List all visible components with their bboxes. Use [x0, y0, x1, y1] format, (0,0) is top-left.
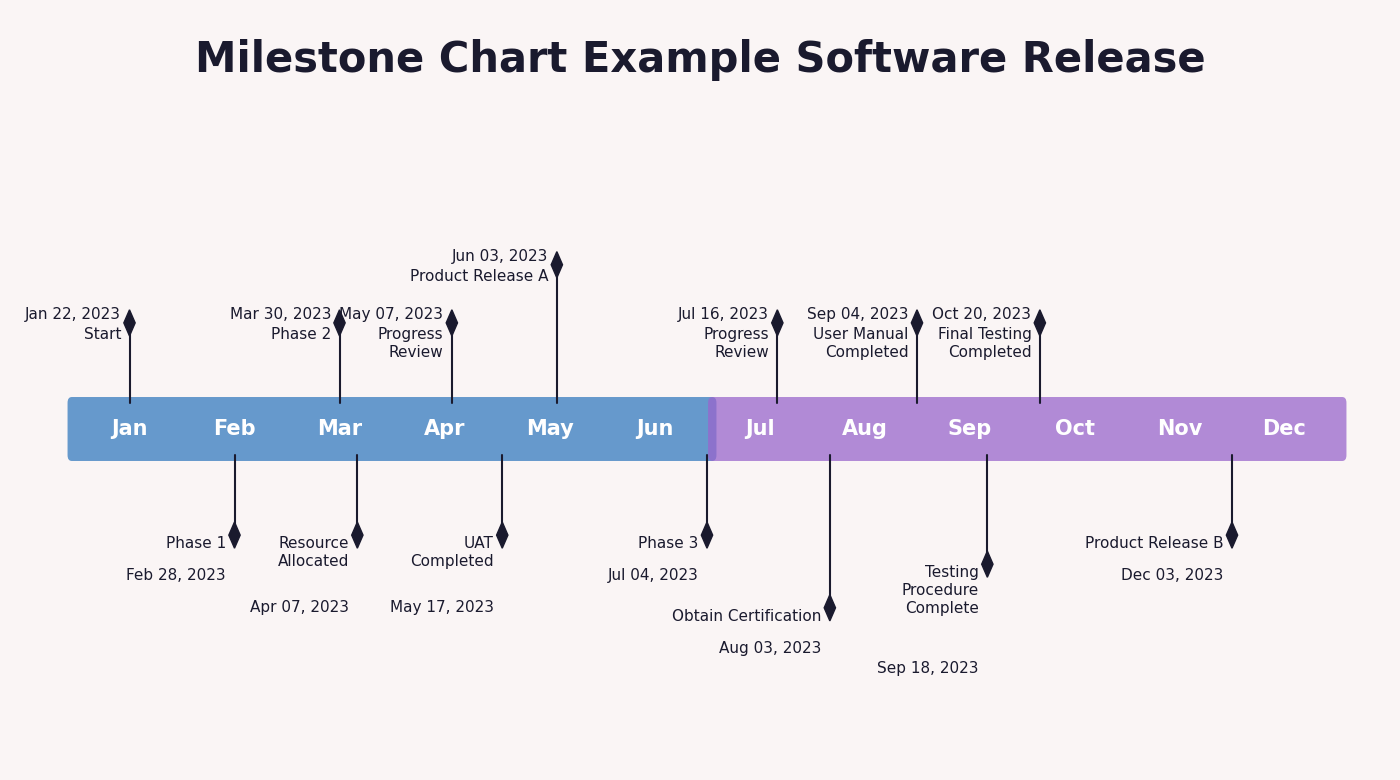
Text: Sep 04, 2023: Sep 04, 2023 — [808, 307, 909, 322]
Text: Phase 2: Phase 2 — [270, 328, 332, 342]
Text: Jan 22, 2023: Jan 22, 2023 — [25, 307, 122, 322]
Text: Phase 1: Phase 1 — [165, 536, 227, 551]
Text: Jun: Jun — [636, 419, 673, 439]
Text: Phase 3: Phase 3 — [638, 536, 699, 551]
Text: Apr 07, 2023: Apr 07, 2023 — [251, 600, 349, 615]
Text: Jun 03, 2023: Jun 03, 2023 — [452, 249, 549, 264]
Polygon shape — [351, 522, 363, 548]
Text: Oct: Oct — [1054, 419, 1095, 439]
Polygon shape — [771, 310, 783, 336]
Text: Jul 16, 2023: Jul 16, 2023 — [678, 307, 769, 322]
Polygon shape — [228, 522, 241, 548]
Text: Nov: Nov — [1156, 419, 1203, 439]
Text: Apr: Apr — [424, 419, 465, 439]
Text: Jul 04, 2023: Jul 04, 2023 — [608, 568, 699, 583]
Polygon shape — [552, 252, 563, 278]
Polygon shape — [825, 594, 836, 621]
Text: Sep 18, 2023: Sep 18, 2023 — [878, 661, 979, 675]
Polygon shape — [333, 310, 346, 336]
Polygon shape — [701, 522, 713, 548]
Text: Mar 30, 2023: Mar 30, 2023 — [230, 307, 332, 322]
Text: Feb: Feb — [213, 419, 256, 439]
Text: May: May — [525, 419, 574, 439]
Text: Product Release B: Product Release B — [1085, 536, 1224, 551]
Text: Product Release A: Product Release A — [410, 269, 549, 284]
Text: Start: Start — [84, 328, 122, 342]
Text: Oct 20, 2023: Oct 20, 2023 — [932, 307, 1032, 322]
Text: Testing
Procedure
Complete: Testing Procedure Complete — [902, 565, 979, 616]
Polygon shape — [1226, 522, 1238, 548]
Polygon shape — [911, 310, 923, 336]
Text: Sep: Sep — [948, 419, 991, 439]
Text: Progress
Review: Progress Review — [703, 328, 769, 360]
Text: Progress
Review: Progress Review — [378, 328, 444, 360]
Text: Final Testing
Completed: Final Testing Completed — [938, 328, 1032, 360]
Text: UAT
Completed: UAT Completed — [410, 536, 494, 569]
Text: May 07, 2023: May 07, 2023 — [339, 307, 444, 322]
Text: Aug: Aug — [841, 419, 888, 439]
Text: Dec: Dec — [1263, 419, 1306, 439]
Polygon shape — [447, 310, 458, 336]
Text: Feb 28, 2023: Feb 28, 2023 — [126, 568, 227, 583]
Text: User Manual
Completed: User Manual Completed — [813, 328, 909, 360]
Polygon shape — [981, 551, 993, 577]
Text: Aug 03, 2023: Aug 03, 2023 — [720, 640, 822, 655]
Text: Milestone Chart Example Software Release: Milestone Chart Example Software Release — [195, 39, 1205, 81]
FancyBboxPatch shape — [67, 397, 717, 461]
Text: Dec 03, 2023: Dec 03, 2023 — [1121, 568, 1224, 583]
Polygon shape — [123, 310, 136, 336]
Text: May 17, 2023: May 17, 2023 — [389, 600, 494, 615]
Text: Jul: Jul — [745, 419, 774, 439]
Text: Mar: Mar — [316, 419, 363, 439]
Text: Obtain Certification: Obtain Certification — [672, 608, 822, 623]
Polygon shape — [497, 522, 508, 548]
Polygon shape — [1035, 310, 1046, 336]
FancyBboxPatch shape — [708, 397, 1347, 461]
Text: Jan: Jan — [111, 419, 148, 439]
Text: Resource
Allocated: Resource Allocated — [277, 536, 349, 569]
